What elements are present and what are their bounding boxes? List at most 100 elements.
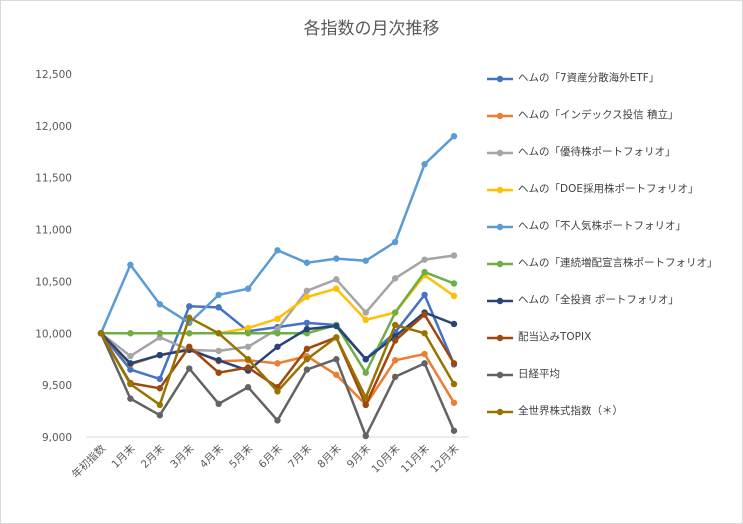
y-tick-label: 9,500 (42, 380, 72, 392)
data-point (127, 395, 134, 402)
data-point (215, 291, 222, 299)
x-tick-label: 7月末 (285, 442, 314, 471)
data-point (127, 261, 134, 269)
data-point (127, 352, 134, 360)
data-point (274, 247, 281, 254)
legend-item: ヘムの「優待株ポートフォリオ」 (487, 142, 737, 179)
data-point (303, 345, 311, 353)
x-tick-label: 年初指数 (69, 442, 108, 481)
legend-marker (487, 223, 513, 231)
data-point (274, 343, 281, 350)
data-point (450, 427, 458, 434)
legend-marker (487, 297, 513, 305)
data-point (274, 388, 281, 395)
data-point (244, 330, 252, 337)
data-point (450, 380, 458, 388)
data-point (303, 293, 311, 301)
data-point (391, 309, 399, 316)
data-point (127, 360, 134, 367)
data-point (421, 268, 428, 276)
data-point (215, 357, 222, 364)
data-point (156, 412, 164, 419)
data-point (333, 334, 340, 341)
legend-label: ヘムの「優待株ポートフォリオ」 (518, 146, 676, 158)
data-point (362, 432, 369, 440)
legend-item: 配当込みTOPIX (487, 327, 737, 364)
legend-marker (487, 112, 513, 120)
data-point (156, 351, 164, 359)
data-point (333, 285, 340, 292)
data-point (391, 373, 399, 381)
data-point (362, 356, 369, 363)
data-point (450, 252, 458, 259)
data-point (450, 280, 458, 287)
data-point (391, 357, 399, 364)
data-point (274, 315, 281, 322)
legend-label: ヘムの「7資産分散海外ETF」 (518, 72, 660, 84)
legend-item: ヘムの「DOE採用株ポートフォリオ」 (487, 179, 737, 216)
legend-marker (487, 334, 513, 342)
data-point (274, 417, 281, 424)
data-point (127, 330, 134, 337)
axes: 9,000 9,500 10,000 10,500 11,000 11,500 12,000… (35, 69, 469, 481)
data-point (186, 343, 193, 350)
x-tick-label: 12月末 (428, 442, 462, 476)
data-point (362, 369, 369, 376)
series-0 (97, 291, 458, 383)
data-point (215, 400, 222, 408)
data-point (244, 364, 252, 371)
data-point (391, 337, 399, 344)
series-lines (97, 133, 458, 440)
data-point (391, 321, 399, 329)
data-point (362, 257, 369, 264)
data-point (333, 371, 340, 378)
legend-item: ヘムの「連続増配宣言株ポートフォリオ」 (487, 253, 737, 290)
x-tick-label: 8月末 (315, 442, 344, 471)
legend-marker (487, 75, 513, 83)
data-point (450, 292, 458, 300)
data-point (303, 319, 311, 327)
x-tick-label: 3月末 (168, 442, 197, 471)
x-tick-label: 11月末 (398, 442, 432, 476)
data-point (333, 356, 340, 363)
data-point (156, 375, 164, 383)
x-tick-label: 10月末 (369, 442, 403, 476)
data-point (333, 276, 340, 283)
legend-marker (487, 260, 513, 268)
y-tick-label: 10,500 (35, 276, 72, 288)
series-9 (97, 314, 458, 409)
legend-marker (487, 408, 513, 416)
legend-item: 日経平均 (487, 364, 737, 401)
data-point (156, 401, 164, 409)
data-point (156, 301, 164, 308)
legend-label: ヘムの「DOE採用株ポートフォリオ」 (518, 183, 699, 195)
legend-item: ヘムの「不人気株ポートフォリオ」 (487, 216, 737, 253)
y-tick-label: 11,500 (35, 173, 72, 185)
data-point (421, 291, 428, 299)
legend-item: ヘムの「インデックス投信 積立」 (487, 105, 737, 142)
data-point (421, 311, 428, 318)
legend-label: ヘムの「全投資 ポートフォリオ」 (518, 294, 679, 306)
legend: ヘムの「7資産分散海外ETF」ヘムの「インデックス投信 積立」 ヘムの「優待株ポー… (487, 68, 737, 438)
legend-item: 全世界株式指数（＊） (487, 401, 737, 438)
data-point (186, 303, 193, 310)
data-point (333, 322, 340, 330)
series-4 (97, 133, 458, 337)
data-point (421, 360, 428, 367)
data-point (391, 275, 399, 282)
data-point (215, 304, 222, 311)
data-point (244, 384, 252, 391)
legend-label: ヘムの「インデックス投信 積立」 (518, 109, 679, 121)
legend-marker (487, 186, 513, 194)
data-point (303, 287, 311, 294)
legend-label: 日経平均 (518, 368, 560, 380)
data-point (127, 380, 134, 388)
data-point (186, 365, 193, 372)
data-point (127, 366, 134, 373)
legend-label: ヘムの「連続増配宣言株ポートフォリオ」 (518, 257, 718, 269)
legend-marker (487, 149, 513, 157)
data-point (421, 330, 428, 337)
data-point (156, 385, 164, 392)
data-point (421, 161, 428, 168)
